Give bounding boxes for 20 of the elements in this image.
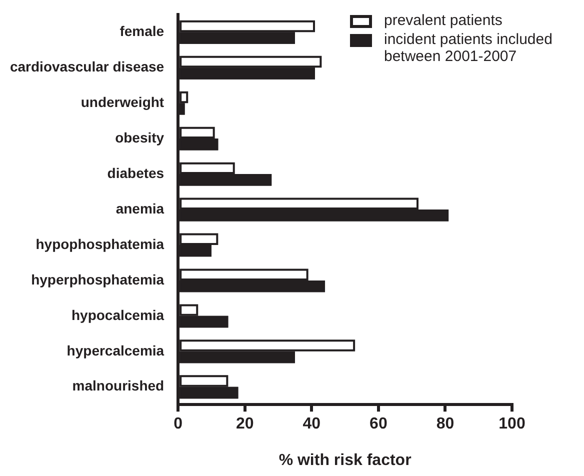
legend-label: incident patients included between 2001-2007 [384,31,554,65]
y-tick-label: hypocalcemia [71,306,164,323]
y-tick-label: female [120,22,164,39]
y-tick-label: underweight [80,94,164,110]
x-tick-label: 80 [436,416,454,433]
y-tick-label: cardiovascular disease [10,58,164,74]
x-tick-label: 40 [302,416,321,433]
x-tick-label: 100 [498,416,526,433]
y-tick-label: hyperphosphatemia [31,271,164,288]
y-tick-label: malnourished [72,378,164,394]
y-tick-label: diabetes [107,164,164,181]
x-tick-label: 60 [370,416,388,433]
x-axis-title: % with risk factor [278,452,412,469]
x-tick-label: 0 [174,416,183,433]
legend-label: prevalent patients [384,12,504,29]
y-tick-label: hypercalcemia [66,342,164,358]
y-tick-label: obesity [115,129,164,146]
x-tick-label: 20 [236,416,254,433]
y-tick-label: hypophosphatemia [36,236,164,252]
y-tick-label: anemia [116,200,164,216]
